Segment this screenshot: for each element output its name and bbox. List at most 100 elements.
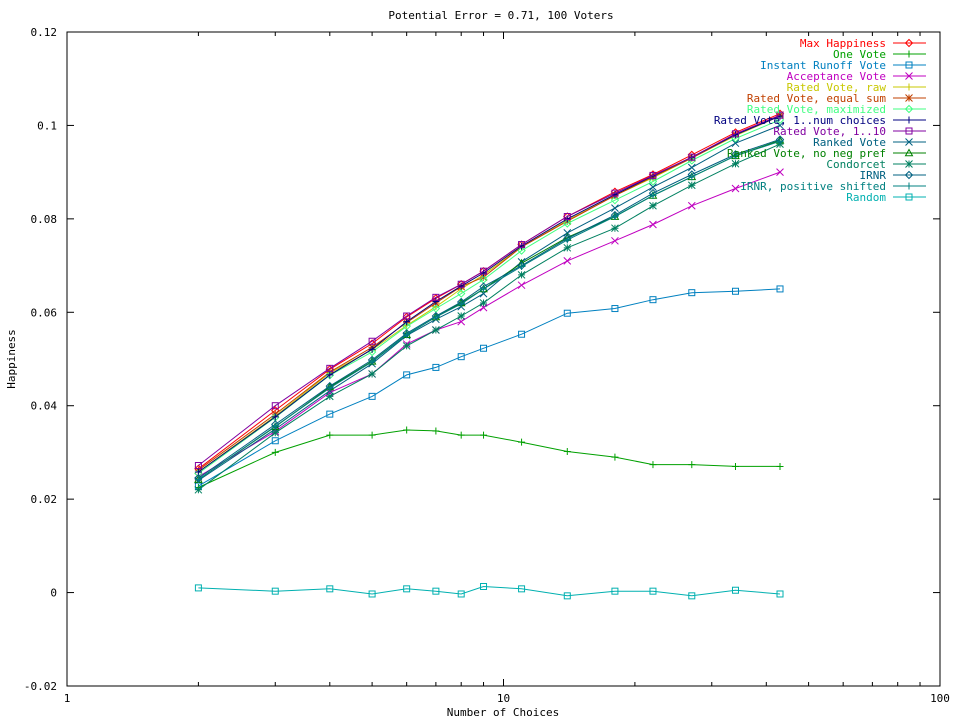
data-point: [563, 243, 572, 252]
data-point: [649, 183, 657, 191]
legend-marker: [904, 104, 914, 114]
data-point: [271, 422, 279, 430]
x-tick-label: 100: [930, 692, 950, 705]
data-point: [432, 363, 440, 371]
legend-marker: [905, 116, 913, 124]
data-point: [457, 312, 466, 320]
series-1: [194, 426, 784, 491]
series-8: [194, 111, 784, 470]
data-point: [432, 298, 440, 306]
data-point: [480, 582, 488, 590]
data-point: [480, 344, 488, 352]
data-point: [457, 353, 465, 361]
data-point: [776, 137, 784, 145]
data-point: [326, 371, 334, 379]
data-point: [403, 426, 411, 434]
data-point: [517, 246, 526, 255]
series-line: [198, 585, 781, 597]
data-point: [688, 173, 696, 181]
legend-label: Rated Vote, maximized: [747, 103, 886, 116]
legend-entry: One Vote: [833, 48, 926, 61]
legend-label: IRNR, positive shifted: [740, 180, 886, 193]
series-11: [194, 140, 784, 494]
legend-label: Rated Vote, 1..num choices: [714, 114, 886, 127]
y-tick-label: -0.02: [24, 680, 57, 693]
legend-marker: [905, 127, 913, 135]
y-tick-label: 0: [50, 587, 57, 600]
legend-marker: [905, 160, 913, 168]
legend-entry: Rated Vote, 1..10: [773, 125, 926, 138]
data-point: [457, 590, 465, 598]
legend-entry: Instant Runoff Vote: [760, 59, 926, 72]
data-point: [271, 428, 280, 437]
data-point: [610, 195, 620, 205]
data-point: [731, 159, 740, 168]
data-point: [687, 201, 696, 210]
data-point: [649, 461, 657, 469]
data-point: [688, 289, 696, 297]
legend-marker: [905, 61, 913, 69]
data-point: [611, 189, 619, 197]
data-point: [325, 371, 335, 380]
series-line: [198, 140, 781, 480]
data-point: [326, 585, 334, 593]
legend-label: Ranked Vote, no neg pref: [727, 147, 886, 160]
series-2: [194, 285, 784, 490]
data-point: [611, 305, 619, 313]
data-point: [368, 358, 376, 366]
legend-marker: [905, 83, 913, 91]
y-tick-label: 0.02: [31, 493, 58, 506]
legend-label: Instant Runoff Vote: [760, 59, 886, 72]
y-tick-label: 0.04: [31, 400, 58, 413]
data-point: [775, 115, 785, 125]
series-3: [194, 168, 784, 481]
data-point: [688, 153, 696, 161]
data-point: [480, 431, 488, 439]
data-point: [518, 263, 526, 271]
data-point: [563, 447, 571, 455]
data-point: [518, 438, 526, 446]
y-tick-label: 0.12: [31, 26, 58, 39]
data-point: [271, 587, 279, 595]
legend-marker: [905, 94, 913, 102]
x-axis-label: Number of Choices: [447, 706, 560, 719]
data-point: [776, 462, 784, 470]
data-point: [731, 287, 739, 295]
data-point: [776, 121, 784, 130]
data-point: [563, 592, 571, 600]
legend-entry: Random: [846, 191, 926, 204]
data-point: [731, 130, 739, 138]
series-12: [194, 135, 785, 483]
series-line: [198, 124, 781, 481]
legend-label: Rated Vote, raw: [787, 81, 887, 94]
legend-label: Max Happiness: [800, 37, 886, 50]
data-point: [457, 300, 465, 308]
data-point: [403, 312, 411, 320]
legend-entry: Max Happiness: [800, 37, 926, 50]
data-point: [518, 241, 526, 249]
legend-entry: Rated Vote, equal sum: [747, 92, 926, 105]
data-point: [611, 204, 619, 212]
y-tick-label: 0.08: [31, 213, 58, 226]
x-tick-label: 10: [497, 692, 510, 705]
data-point: [687, 156, 696, 165]
data-point: [688, 592, 696, 600]
legend-marker: [905, 193, 913, 201]
data-point: [368, 345, 376, 353]
data-point: [402, 342, 411, 350]
chart-title: Potential Error = 0.71, 100 Voters: [388, 9, 613, 22]
data-point: [271, 448, 279, 456]
data-point: [517, 271, 526, 279]
data-point: [649, 192, 657, 199]
series-line: [198, 143, 781, 491]
series-line: [198, 288, 781, 487]
data-point: [776, 111, 784, 119]
data-point: [776, 590, 784, 598]
data-point: [432, 313, 440, 321]
y-tick-label: 0.1: [37, 119, 57, 132]
legend-entry: IRNR: [860, 169, 926, 182]
data-point: [403, 585, 411, 593]
legend-label: Rated Vote, equal sum: [747, 92, 886, 105]
data-point: [480, 285, 488, 293]
